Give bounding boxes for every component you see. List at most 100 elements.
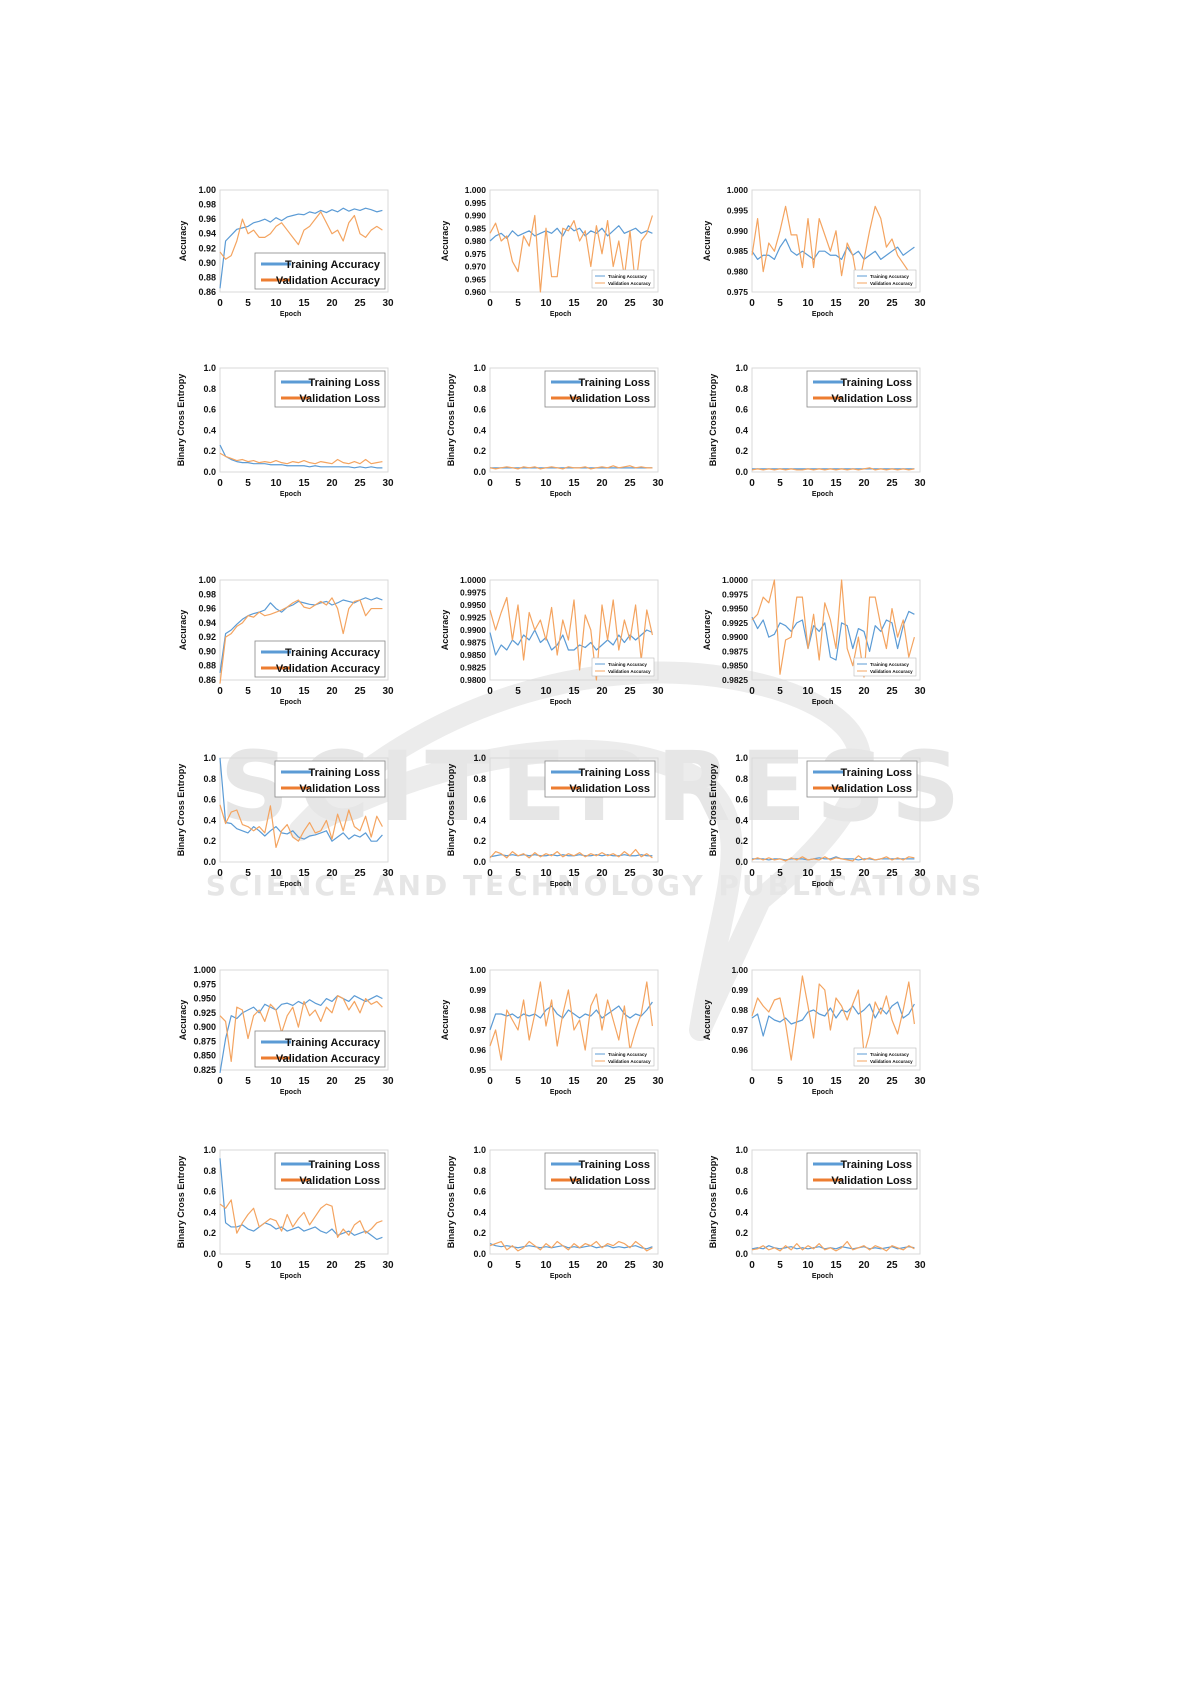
x-tick-label: 10 — [270, 298, 282, 309]
legend-box — [274, 370, 386, 408]
validation-series-line — [219, 1199, 383, 1238]
y-tick-label: 0.975 — [465, 249, 487, 259]
x-tick-label: 20 — [596, 1076, 608, 1087]
legend: Training Loss Validation Loss — [806, 370, 918, 408]
x-axis-label: Epoch — [280, 491, 301, 498]
x-tick-label: 0 — [487, 868, 493, 879]
legend-entry-label: Validation Loss — [569, 1175, 650, 1187]
y-tick-label: 0.825 — [193, 1065, 216, 1075]
legend-entry-label: Training Loss — [840, 1159, 912, 1171]
x-tick-label: 30 — [382, 478, 394, 489]
legend: Training Loss Validation Loss — [274, 1152, 386, 1190]
y-tick-label: 0.98 — [731, 1005, 748, 1015]
y-tick-label: 0.0 — [735, 467, 748, 477]
y-tick-label: 0.9825 — [460, 663, 486, 673]
y-tick-label: 0.960 — [465, 287, 487, 297]
chart-7: 0.86 0.88 0.90 0.92 0.94 0.96 0.98 1.00 0 5 10 15 20… — [178, 575, 394, 706]
x-tick-label: 5 — [777, 298, 783, 309]
y-tick-label: 0.4 — [735, 815, 748, 825]
training-series-line — [489, 629, 653, 656]
x-tick-label: 15 — [830, 1260, 842, 1271]
chart-6: 0.0 0.2 0.4 0.6 0.8 1.0 0 5 10 15 20 25 30 Epoch Binar… — [708, 363, 926, 498]
x-tick-label: 20 — [596, 478, 608, 489]
legend-box — [591, 269, 655, 289]
x-tick-label: 5 — [245, 298, 251, 309]
y-tick-label: 1.0 — [473, 363, 486, 373]
x-tick-label: 0 — [487, 478, 493, 489]
x-axis-label: Epoch — [550, 881, 571, 888]
validation-series-line — [751, 975, 915, 1061]
legend-box — [853, 657, 917, 677]
y-tick-label: 0.9825 — [722, 675, 748, 685]
x-tick-label: 5 — [515, 1260, 521, 1271]
legend-entry-label: Training Loss — [308, 377, 380, 389]
chart-11: 0.0 0.2 0.4 0.6 0.8 1.0 0 5 10 15 20 25 30 Epoch Binar… — [446, 753, 664, 888]
legend: Training Accuracy Validation Accuracy — [254, 252, 386, 290]
y-tick-label: 0.88 — [198, 272, 216, 282]
y-tick-label: 0.96 — [198, 604, 216, 614]
legend-entry-label: Validation Loss — [831, 1175, 912, 1187]
legend-entry-label: Validation Accuracy — [608, 669, 651, 674]
validation-series-line — [219, 804, 383, 849]
y-axis-label: Binary Cross Entropy — [446, 1156, 456, 1249]
legend-entry-label: Training Accuracy — [285, 259, 381, 271]
y-tick-label: 1.0 — [473, 1145, 486, 1155]
y-tick-label: 0.9925 — [460, 613, 486, 623]
y-tick-label: 0.0 — [203, 857, 216, 867]
x-tick-label: 30 — [914, 1076, 926, 1087]
x-axis-label: Epoch — [812, 311, 833, 318]
y-tick-label: 0.6 — [203, 1187, 216, 1197]
legend-entry-label: Validation Accuracy — [870, 281, 913, 286]
training-series-line — [219, 995, 383, 1073]
x-tick-label: 20 — [858, 868, 870, 879]
plot-frame — [219, 189, 389, 293]
y-tick-label: 0.9875 — [722, 646, 748, 656]
y-tick-label: 1.0 — [735, 1145, 748, 1155]
y-tick-label: 0.8 — [735, 1166, 748, 1176]
validation-series-line — [219, 211, 383, 260]
y-tick-label: 0.2 — [735, 1228, 748, 1238]
legend-entry-label: Validation Accuracy — [870, 1059, 913, 1064]
y-tick-label: 0.9850 — [460, 650, 486, 660]
x-axis-label: Epoch — [812, 491, 833, 498]
x-axis-label: Epoch — [280, 1273, 301, 1280]
x-tick-label: 10 — [802, 1260, 814, 1271]
y-axis-label: Accuracy — [440, 1000, 450, 1041]
plot-frame — [489, 579, 659, 681]
y-axis-label: Accuracy — [178, 610, 188, 651]
x-tick-label: 0 — [217, 298, 223, 309]
x-tick-label: 10 — [802, 298, 814, 309]
y-tick-label: 0.6 — [473, 795, 486, 805]
y-tick-label: 0.0 — [735, 1249, 748, 1259]
legend: Training Accuracy Validation Accuracy — [853, 657, 917, 677]
y-axis-label: Binary Cross Entropy — [446, 764, 456, 857]
validation-series-line — [489, 981, 653, 1061]
validation-series-line — [219, 597, 383, 684]
chart-13: 0.825 0.850 0.875 0.900 0.925 0.950 0.975 1.000… — [178, 965, 394, 1096]
plot-frame — [751, 757, 921, 863]
x-tick-label: 5 — [515, 1076, 521, 1087]
x-tick-label: 30 — [382, 1260, 394, 1271]
y-tick-label: 0.2 — [735, 836, 748, 846]
y-tick-label: 0.98 — [198, 200, 216, 210]
validation-series-line — [751, 579, 915, 678]
x-tick-label: 25 — [886, 868, 898, 879]
y-tick-label: 0.965 — [465, 274, 487, 284]
x-tick-label: 0 — [217, 868, 223, 879]
plot-frame — [219, 969, 389, 1071]
x-axis-label: Epoch — [550, 1273, 571, 1280]
x-tick-label: 5 — [515, 686, 521, 697]
legend-box — [806, 760, 918, 798]
x-tick-label: 15 — [298, 1076, 310, 1087]
x-axis-label: Epoch — [280, 311, 301, 318]
y-tick-label: 0.8 — [203, 1166, 216, 1176]
y-tick-label: 0.86 — [198, 675, 216, 685]
x-tick-label: 20 — [326, 298, 338, 309]
x-tick-label: 30 — [914, 868, 926, 879]
legend-box — [853, 269, 917, 289]
y-axis-label: Accuracy — [702, 610, 712, 651]
y-tick-label: 1.0 — [203, 753, 216, 763]
x-tick-label: 20 — [858, 1076, 870, 1087]
x-tick-label: 25 — [624, 868, 636, 879]
x-axis-label: Epoch — [550, 311, 571, 318]
